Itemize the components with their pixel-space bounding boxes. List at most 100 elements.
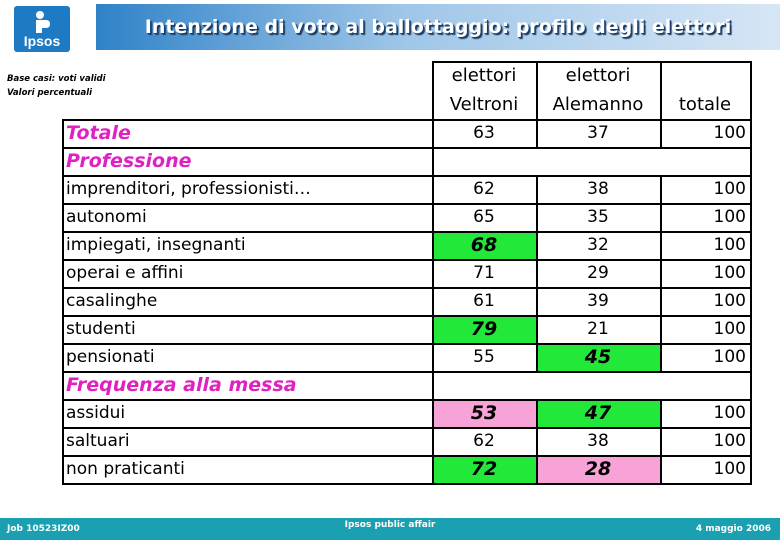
grid-line [62,147,752,149]
grid-line [536,455,538,483]
grid-line [62,343,752,345]
grid-line [536,315,538,343]
grid-line [660,61,662,147]
row-label: operai e affini [66,263,184,283]
value-cell: 45 [584,346,612,368]
value-cell: 63 [473,123,495,143]
grid-line [660,175,662,203]
grid-line [536,203,538,231]
grid-line [660,203,662,231]
grid-line [660,259,662,287]
section-label: Frequenza alla messa [66,374,297,396]
value-cell: 100 [713,459,746,479]
grid-line [750,61,752,483]
grid-line [660,231,662,259]
column-header-line2: totale [678,94,732,115]
grid-line [660,287,662,315]
grid-line [536,343,538,371]
grid-line [62,399,752,401]
highlight-cell-green [434,316,536,343]
value-cell: 65 [473,207,495,227]
grid-line [62,483,752,485]
ipsos-emblem-icon [36,11,50,33]
value-cell: 47 [584,402,612,424]
page-title: Intenzione di voto al ballottaggio: prof… [144,16,732,38]
notes: Base casi: voti validi Valori percentual… [7,72,106,100]
value-cell: 100 [713,123,746,143]
value-cell: 62 [473,431,495,451]
highlight-cell-pink [434,400,536,427]
value-cell: 62 [473,179,495,199]
value-cell: 100 [713,403,746,423]
row-label: assidui [66,403,126,423]
grid-line [62,231,752,233]
value-cell: 79 [470,318,498,340]
value-cell: 55 [473,347,495,367]
grid-line [660,315,662,343]
grid-line [536,231,538,259]
highlight-cell-pink [538,456,660,483]
value-cell: 100 [713,207,746,227]
value-cell: 71 [473,263,495,283]
value-cell: 100 [713,291,746,311]
value-cell: 29 [587,263,609,283]
grid-line [536,175,538,203]
grid-line [660,343,662,371]
footer-job: Job 10523IZ00 [7,524,80,534]
grid-line [62,175,752,177]
value-cell: 32 [587,235,609,255]
section-label: Totale [66,122,131,144]
column-header-line2: Alemanno [552,94,644,115]
results-table: elettori Veltroni elettori Alemanno totale To… [62,61,752,485]
row-label: impiegati, insegnanti [66,235,246,255]
footer: Job 10523IZ00 Ipsos public affair 4 magg… [0,518,780,540]
logo-text: Ipsos [23,33,61,49]
value-cell: 100 [713,431,746,451]
logo-area: Ipsos [0,0,94,56]
highlight-cell-green [434,456,536,483]
value-cell: 68 [470,234,498,256]
highlight-cell-green [538,400,660,427]
row-label: imprenditori, professionisti… [66,179,311,199]
value-cell: 37 [587,123,609,143]
grid-line [62,427,752,429]
grid-line [62,315,752,317]
value-cell: 38 [587,179,609,199]
grid-line [536,287,538,315]
column-header-line2: Veltroni [449,94,519,115]
value-cell: 100 [713,347,746,367]
section-label: Professione [66,150,192,172]
row-label: autonomi [66,207,147,227]
value-cell: 53 [470,402,498,424]
column-header-line1: elettori [451,65,517,86]
value-cell: 100 [713,179,746,199]
value-cell: 100 [713,319,746,339]
grid-line [432,61,752,63]
value-cell: 61 [473,291,495,311]
grid-line [62,119,752,121]
grid-line [660,455,662,483]
value-cell: 100 [713,235,746,255]
value-cell: 35 [587,207,609,227]
row-label: non praticanti [66,459,185,479]
grid-line [62,455,752,457]
grid-line [660,427,662,455]
note-values: Valori percentuali [7,88,93,98]
footer-date: 4 maggio 2006 [695,524,771,534]
grid-line [62,259,752,261]
title-band: Intenzione di voto al ballottaggio: prof… [96,4,780,50]
grid-line [62,371,752,373]
grid-line [536,61,538,147]
note-base: Base casi: voti validi [7,74,106,84]
row-label: saltuari [66,431,130,451]
value-cell: 38 [587,431,609,451]
grid-line [432,61,434,483]
value-cell: 21 [587,319,609,339]
grid-line [536,399,538,427]
grid-line [536,427,538,455]
row-label: casalinghe [66,291,158,311]
grid-line [62,203,752,205]
row-label: pensionati [66,347,155,367]
header: Ipsos Intenzione di voto al ballottaggio… [0,0,780,56]
grid-line [536,259,538,287]
